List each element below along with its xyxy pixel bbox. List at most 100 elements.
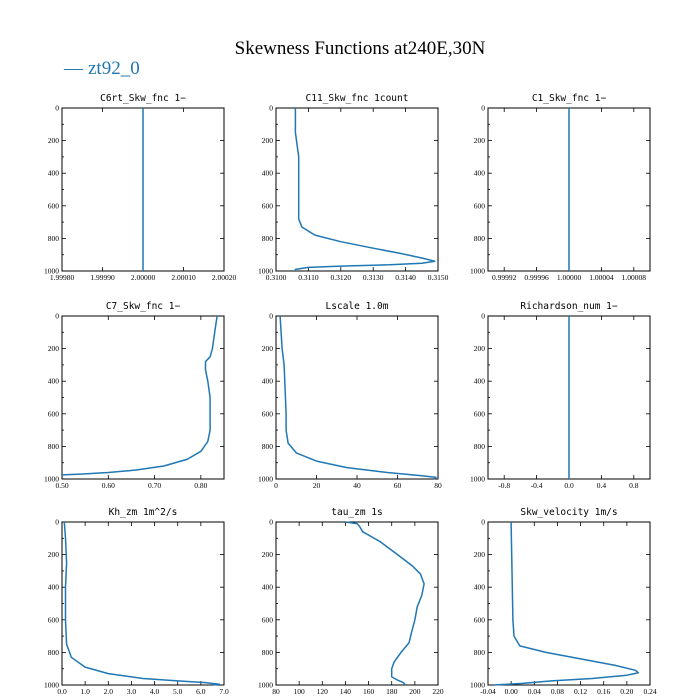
- x-tick-label: 120: [317, 687, 329, 696]
- x-tick-label: 0.3150: [428, 273, 449, 282]
- y-tick-label: 1000: [44, 681, 59, 690]
- y-tick-label: 1000: [258, 267, 273, 276]
- x-tick-label: 0.3140: [395, 273, 416, 282]
- y-tick-label: 400: [474, 377, 486, 386]
- y-tick-label: 200: [474, 550, 486, 559]
- y-tick-label: 1000: [258, 475, 273, 484]
- x-tick-label: 0.16: [597, 687, 610, 696]
- x-tick-label: 0.12: [574, 687, 587, 696]
- y-tick-label: 0: [55, 104, 59, 113]
- series-line-zt92_0: [63, 521, 221, 686]
- y-tick-label: 400: [262, 583, 274, 592]
- series-line-zt92_0: [61, 315, 218, 476]
- x-tick-label: 0: [274, 481, 278, 490]
- y-tick-label: 600: [262, 409, 274, 418]
- y-tick-label: 600: [48, 201, 60, 210]
- series-line-zt92_0: [493, 521, 640, 686]
- y-tick-label: 600: [262, 615, 274, 624]
- x-tick-label: 140: [340, 687, 352, 696]
- legend: — zt92_0: [63, 58, 140, 79]
- x-tick-label: 6.0: [196, 687, 206, 696]
- x-tick-label: 0.0: [57, 687, 67, 696]
- x-tick-label: 0.3100: [266, 273, 287, 282]
- x-tick-label: 2.0: [104, 687, 114, 696]
- x-tick-label: 2.00000: [131, 273, 156, 282]
- x-tick-label: 0.00: [505, 687, 518, 696]
- x-tick-label: 4.0: [150, 687, 160, 696]
- series-line-zt92_0: [345, 521, 425, 686]
- y-tick-label: 0: [481, 312, 485, 321]
- y-tick-label: 0: [269, 518, 273, 527]
- x-tick-label: 3.0: [127, 687, 137, 696]
- legend-symbol: —: [63, 58, 84, 79]
- subplot-9: Skw_velocity 1m/s 0 200 400 600 800 1000-0.04 0…: [470, 507, 657, 696]
- y-tick-label: 1000: [470, 475, 485, 484]
- y-tick-label: 800: [262, 648, 274, 657]
- x-tick-label: 220: [432, 687, 444, 696]
- y-tick-label: 0: [269, 104, 273, 113]
- y-tick-label: 400: [262, 377, 274, 386]
- y-tick-label: 600: [48, 615, 60, 624]
- x-tick-label: 60: [394, 481, 402, 490]
- x-tick-label: 80: [272, 687, 280, 696]
- x-tick-label: 0.80: [194, 481, 207, 490]
- subplot-2: C11_Skw_fnc 1count 0 200 400 600 800 10000.310…: [258, 93, 449, 282]
- x-tick-label: 0.04: [528, 687, 541, 696]
- x-tick-label: 1.00000: [557, 273, 582, 282]
- y-tick-label: 200: [48, 344, 60, 353]
- subplot-title: Lscale 1.0m: [326, 301, 389, 312]
- x-tick-label: 7.0: [219, 687, 229, 696]
- plot-frame: [275, 521, 439, 686]
- y-tick-label: 400: [48, 169, 60, 178]
- x-tick-label: 20: [313, 481, 321, 490]
- subplot-3: C1_Skw_fnc 1− 0 200 400 600 800 1000 0.99992 0.9…: [470, 93, 651, 282]
- x-tick-label: -0.8: [498, 481, 510, 490]
- x-tick-label: 0.20: [620, 687, 633, 696]
- y-tick-label: 400: [474, 583, 486, 592]
- x-tick-label: 0.4: [597, 481, 607, 490]
- plot-frame: [275, 107, 439, 272]
- x-tick-label: 1.00004: [589, 273, 614, 282]
- legend-label: zt92_0: [88, 58, 140, 79]
- x-tick-label: 0.3120: [330, 273, 351, 282]
- subplot-title: C7_Skw_fnc 1−: [106, 301, 181, 312]
- subplot-title: C11_Skw_fnc 1count: [306, 93, 409, 104]
- x-tick-label: 40: [353, 481, 361, 490]
- y-tick-label: 600: [48, 409, 60, 418]
- x-tick-label: 0.60: [102, 481, 115, 490]
- x-tick-label: 0.50: [55, 481, 68, 490]
- y-tick-label: 0: [55, 518, 59, 527]
- y-tick-label: 600: [474, 201, 486, 210]
- x-tick-label: 0.3110: [298, 273, 319, 282]
- y-tick-label: 600: [474, 615, 486, 624]
- y-tick-label: 1000: [44, 267, 59, 276]
- subplot-title: Skw_velocity 1m/s: [520, 507, 617, 518]
- y-tick-label: 200: [474, 344, 486, 353]
- subplot-title: Kh_zm 1m^2/s: [109, 507, 178, 518]
- y-tick-label: 1000: [258, 681, 273, 690]
- y-tick-label: 0: [55, 312, 59, 321]
- y-tick-label: 800: [474, 648, 486, 657]
- x-tick-label: 1.00008: [622, 273, 647, 282]
- y-tick-label: 200: [262, 136, 274, 145]
- x-tick-label: 160: [363, 687, 375, 696]
- subplot-title: tau_zm 1s: [331, 507, 382, 518]
- subplot-6: Richardson_num 1− 0 200 400 600 800 1000 -0.8 -0…: [470, 301, 651, 490]
- x-tick-label: 1.0: [80, 687, 90, 696]
- y-tick-label: 1000: [470, 681, 485, 690]
- x-tick-label: 1.99990: [90, 273, 115, 282]
- y-tick-label: 800: [48, 234, 60, 243]
- y-tick-label: 1000: [44, 475, 59, 484]
- y-tick-label: 400: [48, 583, 60, 592]
- subplot-title: C6rt_Skw_fnc 1−: [100, 93, 186, 104]
- y-tick-label: 200: [48, 136, 60, 145]
- x-tick-label: 80: [434, 481, 442, 490]
- y-tick-label: 200: [262, 550, 274, 559]
- y-tick-label: 200: [48, 550, 60, 559]
- x-tick-label: 0.99992: [492, 273, 517, 282]
